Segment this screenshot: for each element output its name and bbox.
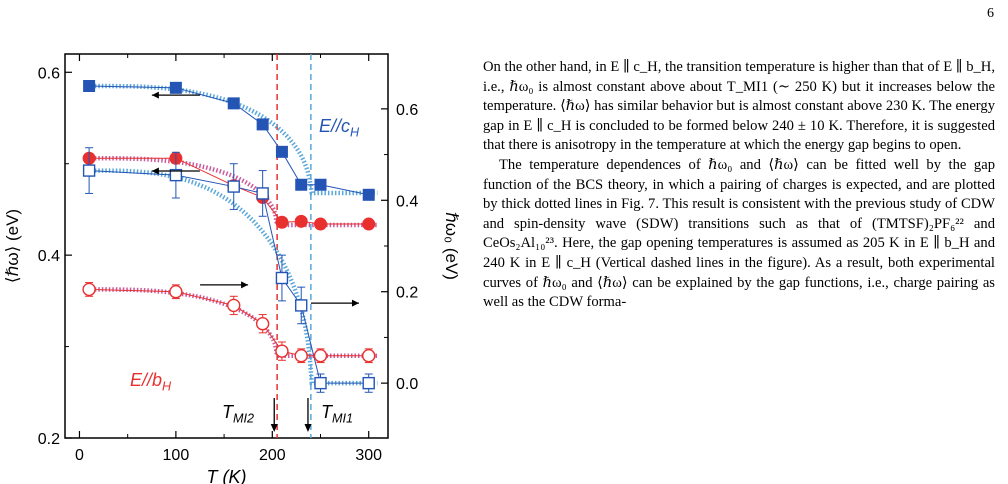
left-tick-label: 0.2 (38, 431, 60, 448)
axis-arrow-head (351, 299, 359, 307)
data-point (295, 299, 308, 312)
data-point (82, 164, 96, 177)
data-point (256, 118, 269, 131)
series-line (89, 288, 369, 357)
right-tick-label: 0.4 (396, 193, 418, 210)
axes-frame (64, 53, 389, 439)
data-point (275, 271, 289, 285)
axis-arrow-head (151, 91, 159, 99)
left-axis-label: ⟨ℏω⟩ (eV) (3, 209, 22, 283)
right-tick-label: 0.0 (396, 376, 418, 393)
data-point (294, 349, 308, 363)
axis-arrow-head (151, 167, 159, 175)
data-point (256, 187, 269, 200)
data-point (227, 180, 240, 193)
data-point (314, 178, 327, 191)
left-tick-label: 0.6 (38, 65, 60, 82)
paragraph-1: On the other hand, in E ∥ c_H, the trans… (483, 59, 995, 154)
right-axis-label: ℏω₀ (eV) (442, 212, 461, 280)
label-e-parallel-b: E//bH (130, 370, 172, 394)
x-tick-label: 200 (259, 447, 286, 464)
data-point (275, 344, 289, 358)
page-number: 6 (987, 6, 994, 21)
right-tick-label: 0.6 (396, 102, 418, 119)
data-point (362, 217, 376, 231)
data-point (255, 317, 270, 331)
data-point (313, 349, 328, 363)
figure-chart: 0 100 200 300 0.2 0.4 0.6 0.0 0.2 0.4 0.6 ⟨ℏω⟩ (eV)… (3, 53, 461, 484)
gap-fit-curve (84, 155, 378, 228)
data-point (275, 215, 289, 229)
gap-fit-curve (84, 168, 378, 386)
data-point (82, 282, 96, 297)
data-point (83, 80, 96, 92)
plot-area: 0 100 200 300 0.2 0.4 0.6 0.0 0.2 0.4 0.6 ⟨ℏω⟩ (eV)… (3, 53, 461, 484)
axis-arrow-head (241, 281, 249, 289)
data-point (295, 178, 308, 191)
data-point (314, 217, 328, 231)
data-point (294, 214, 308, 228)
data-point (227, 97, 240, 110)
gap-fit-curve (84, 287, 378, 358)
data-point (314, 376, 327, 390)
x-tick-label: 100 (163, 447, 190, 464)
data-point (169, 168, 183, 182)
label-t-mi1: TMI1 (321, 402, 353, 426)
x-tick-label: 300 (355, 447, 382, 464)
data-point (362, 188, 375, 201)
transition-arrow-head (304, 424, 312, 432)
label-e-parallel-c: E//cH (319, 116, 360, 140)
text-column: On the other hand, in E ∥ c_H, the trans… (483, 58, 995, 313)
x-axis-label: T (K) (207, 467, 247, 484)
data-point (362, 349, 376, 363)
data-point (169, 81, 182, 94)
left-tick-label: 0.4 (38, 248, 60, 265)
label-t-mi2: TMI2 (222, 402, 254, 426)
data-point (275, 145, 288, 158)
data-point (362, 376, 375, 390)
x-tick-label: 0 (75, 447, 84, 464)
right-tick-label: 0.2 (396, 285, 418, 302)
data-point (169, 285, 183, 299)
data-point (227, 298, 241, 313)
transition-arrow-head (270, 424, 278, 432)
series-line (89, 170, 369, 384)
paragraph-2: The temperature dependences of ℏω₀ and ⟨… (483, 156, 995, 311)
